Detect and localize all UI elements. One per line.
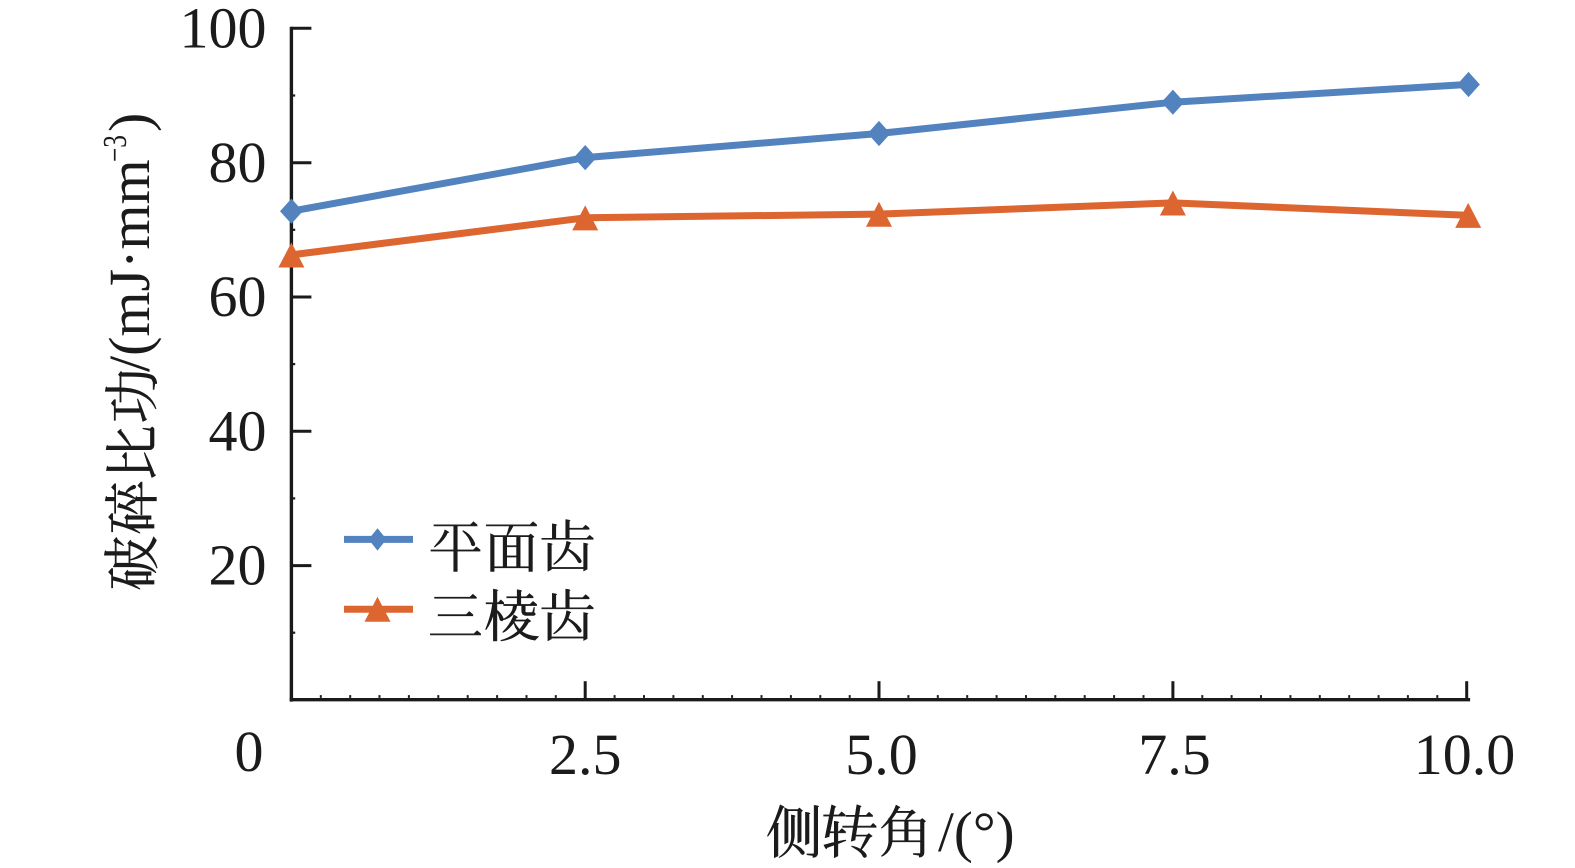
svg-text:0: 0 <box>235 719 264 784</box>
svg-text:10.0: 10.0 <box>1414 722 1516 787</box>
svg-text:2.5: 2.5 <box>549 722 622 787</box>
svg-text:40: 40 <box>209 398 267 463</box>
svg-text:−3: −3 <box>97 135 134 162</box>
svg-text:/(mJ·mm: /(mJ·mm <box>97 159 162 372</box>
svg-text:): ) <box>97 113 162 132</box>
svg-text:80: 80 <box>209 130 267 195</box>
svg-text:20: 20 <box>209 533 267 598</box>
svg-text:7.5: 7.5 <box>1138 722 1211 787</box>
svg-text:5.0: 5.0 <box>845 722 918 787</box>
svg-text:60: 60 <box>209 264 267 329</box>
svg-text:/(°): /(°) <box>938 801 1015 863</box>
svg-text:100: 100 <box>180 0 267 61</box>
